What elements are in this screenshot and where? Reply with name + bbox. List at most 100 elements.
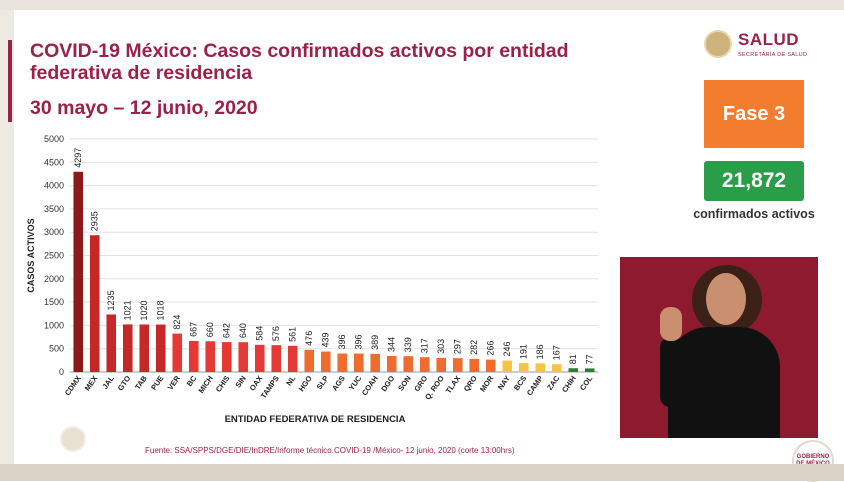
x-tick-label: SIN [233, 374, 248, 389]
x-tick-label: BC [185, 374, 199, 389]
bar [419, 357, 430, 372]
logo-subtitle: SECRETARÍA DE SALUD [738, 52, 808, 58]
data-label: 667 [189, 322, 199, 337]
data-label: 476 [304, 331, 314, 346]
y-tick-label: 2500 [44, 251, 64, 261]
bar [106, 314, 117, 372]
x-axis-label: ENTIDAD FEDERATIVA DE RESIDENCIA [225, 414, 406, 425]
bar [452, 358, 463, 372]
top-bar [0, 0, 844, 10]
x-tick-label: NL [284, 374, 297, 388]
eagle-seal-icon [704, 30, 732, 58]
x-tick-label: MICH [197, 374, 215, 395]
data-label: 389 [370, 335, 380, 350]
x-tick-label: AGS [330, 374, 347, 392]
bar-chart: 0 500 1000 1500 2000 2500 3000 3500 4000 4500 5000… [26, 134, 598, 425]
data-label: 576 [271, 326, 281, 341]
bar [73, 171, 84, 372]
bar [320, 351, 331, 372]
bar [502, 360, 513, 372]
data-label: 640 [238, 323, 248, 338]
page-subtitle: 30 mayo – 12 junio, 2020 [30, 97, 258, 119]
data-label: 1235 [106, 290, 116, 310]
data-label: 246 [502, 342, 512, 357]
data-label: 1018 [156, 301, 166, 321]
data-label: 282 [469, 340, 479, 355]
x-tick-label: CHIH [560, 374, 578, 394]
y-tick-label: 3500 [44, 204, 64, 214]
data-label: 4297 [73, 148, 83, 168]
bar [172, 333, 183, 372]
left-decoration [0, 10, 14, 464]
interpreter-arm [660, 337, 684, 407]
data-label: 77 [585, 354, 595, 364]
data-label: 317 [420, 338, 430, 353]
confirmed-count: 21,872 [704, 161, 804, 201]
bar [568, 368, 579, 372]
sign-language-video [620, 257, 818, 438]
y-tick-label: 2000 [44, 274, 64, 284]
x-tick-label: QRO [462, 374, 479, 393]
data-label: 561 [288, 327, 298, 342]
x-tick-label: CAMP [525, 374, 545, 397]
y-tick-label: 4500 [44, 157, 64, 167]
data-label: 396 [337, 335, 347, 350]
bar [337, 353, 348, 372]
footer-seal-icon [60, 426, 86, 452]
data-label: 439 [321, 333, 331, 348]
bar [386, 355, 397, 372]
source-note: Fuente: SSA/SPPS/DGE/DIE/InDRE/Informe t… [145, 446, 515, 455]
bar [238, 342, 249, 372]
bottom-bar [0, 464, 844, 481]
data-label: 824 [172, 315, 182, 330]
y-tick-label: 5000 [44, 134, 64, 144]
bar [304, 349, 315, 372]
y-axis-label: CASOS ACTIVOS [26, 218, 36, 292]
x-tick-label: HGO [297, 374, 314, 393]
data-label: 186 [535, 344, 545, 359]
x-tick-label: COAH [360, 374, 380, 397]
data-label: 297 [453, 339, 463, 354]
data-label: 167 [552, 345, 562, 360]
bar [436, 357, 447, 372]
x-tick-label: SLP [315, 374, 331, 391]
bar [535, 363, 546, 372]
x-tick-label: GTO [116, 374, 133, 392]
x-tick-label: JAL [100, 374, 116, 391]
data-label: 1021 [123, 300, 133, 320]
interpreter-body [668, 327, 780, 438]
bar [254, 344, 265, 372]
title-accent [8, 40, 12, 122]
bar [155, 324, 166, 372]
x-tick-label: NAY [496, 374, 512, 392]
y-tick-label: 1500 [44, 297, 64, 307]
x-tick-label: DGO [379, 374, 396, 393]
y-tick-label: 1000 [44, 320, 64, 330]
x-tick-label: PUE [149, 374, 165, 392]
bar [403, 356, 414, 372]
bar [122, 324, 133, 372]
salud-logo: SALUD SECRETARÍA DE SALUD [704, 28, 814, 62]
bar [370, 353, 381, 372]
x-tick-label: SON [396, 374, 413, 392]
x-tick-label: MOR [478, 374, 496, 394]
data-label: 344 [387, 337, 397, 352]
phase-badge: Fase 3 [704, 80, 804, 148]
y-tick-label: 500 [49, 344, 64, 354]
data-label: 1020 [139, 300, 149, 320]
data-label: 303 [436, 339, 446, 354]
x-tick-label: TAB [133, 374, 149, 392]
x-tick-label: MEX [83, 374, 100, 392]
x-tick-label: CDMX [63, 374, 83, 397]
bar [518, 363, 529, 372]
bar [469, 358, 480, 372]
data-label: 396 [354, 335, 364, 350]
bar [188, 340, 199, 372]
y-tick-label: 4000 [44, 181, 64, 191]
x-tick-label: CHIS [214, 374, 232, 394]
interpreter-face [706, 273, 746, 325]
x-tick-label: TLAX [444, 374, 463, 395]
bar [221, 342, 232, 372]
data-label: 660 [205, 322, 215, 337]
bar [139, 324, 150, 372]
